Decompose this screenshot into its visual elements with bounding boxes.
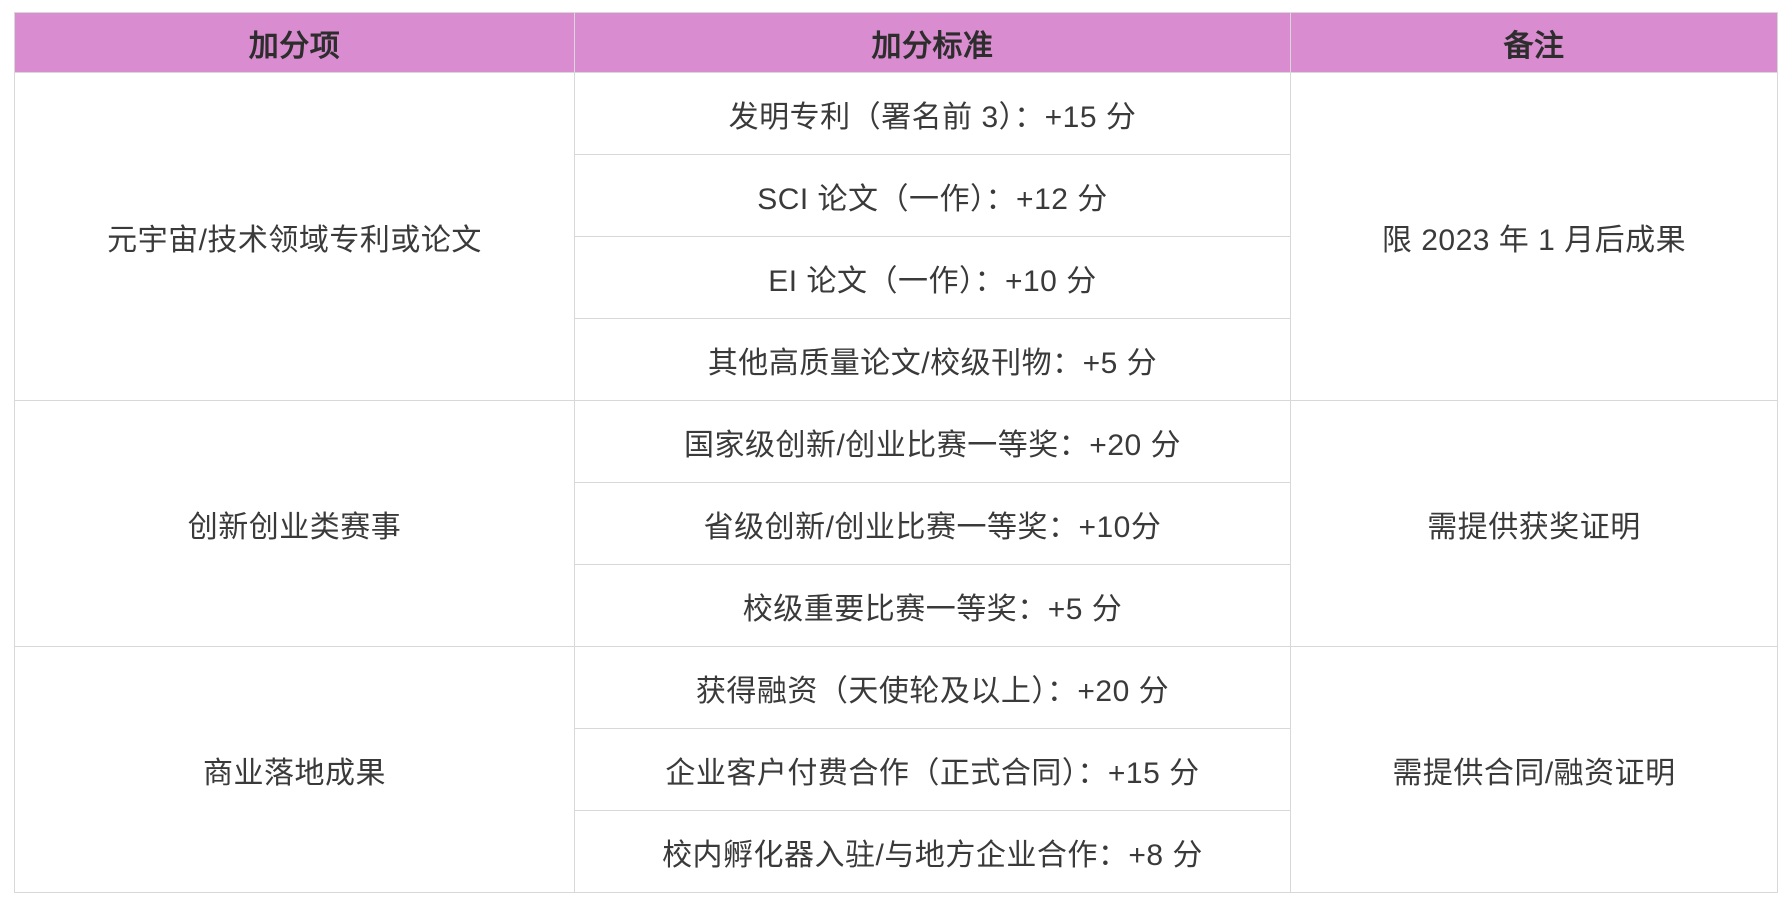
criteria-cell: 省级创新/创业比赛一等奖：+10分 xyxy=(574,482,1291,565)
table-row: 其他高质量论文/校级刊物：+5 分 xyxy=(15,318,1778,401)
col-header-remarks: 备注 xyxy=(1290,12,1778,73)
criteria-cell: 获得融资（天使轮及以上）：+20 分 xyxy=(574,646,1291,729)
note-cell-commercial: 需提供合同/融资证明 xyxy=(1290,646,1778,893)
table-row: 校内孵化器入驻/与地方企业合作：+8 分 xyxy=(15,810,1778,893)
criteria-cell: 企业客户付费合作（正式合同）：+15 分 xyxy=(574,728,1291,811)
table-row: 元宇宙/技术领域专利或论文 发明专利（署名前 3）：+15 分 限 2023 年… xyxy=(14,72,1778,401)
item-cell-commercial: 商业落地成果 xyxy=(14,646,575,893)
criteria-cell: SCI 论文（一作）：+12 分 xyxy=(574,154,1291,237)
table-row: SCI 论文（一作）：+12 分 xyxy=(15,154,1778,237)
criteria-cell: 发明专利（署名前 3）：+15 分 xyxy=(574,72,1291,155)
criteria-cell: 国家级创新/创业比赛一等奖：+20 分 xyxy=(574,400,1291,483)
col-header-bonus-criteria: 加分标准 xyxy=(574,12,1291,73)
criteria-cell: 其他高质量论文/校级刊物：+5 分 xyxy=(574,318,1291,401)
criteria-cell: EI 论文（一作）：+10 分 xyxy=(574,236,1291,319)
note-cell-competitions: 需提供获奖证明 xyxy=(1290,400,1778,647)
item-cell-patents-papers: 元宇宙/技术领域专利或论文 xyxy=(14,72,575,401)
header-row: 加分项 加分标准 备注 xyxy=(14,12,1778,73)
item-cell-competitions: 创新创业类赛事 xyxy=(14,400,575,647)
table-row: 创新创业类赛事 国家级创新/创业比赛一等奖：+20 分 需提供获奖证明 xyxy=(14,400,1778,647)
table-row: 商业落地成果 获得融资（天使轮及以上）：+20 分 需提供合同/融资证明 xyxy=(14,646,1778,893)
criteria-cell: 校级重要比赛一等奖：+5 分 xyxy=(574,564,1291,647)
table-row: 企业客户付费合作（正式合同）：+15 分 xyxy=(15,728,1778,811)
criteria-cell: 校内孵化器入驻/与地方企业合作：+8 分 xyxy=(574,810,1291,893)
bonus-points-table: 加分项 加分标准 备注 元宇宙/技术领域专利或论文 发明专利（署名前 3）：+1… xyxy=(14,12,1778,893)
col-header-bonus-item: 加分项 xyxy=(14,12,575,73)
table-row: EI 论文（一作）：+10 分 xyxy=(15,236,1778,319)
note-cell-patents-papers: 限 2023 年 1 月后成果 xyxy=(1290,72,1778,401)
